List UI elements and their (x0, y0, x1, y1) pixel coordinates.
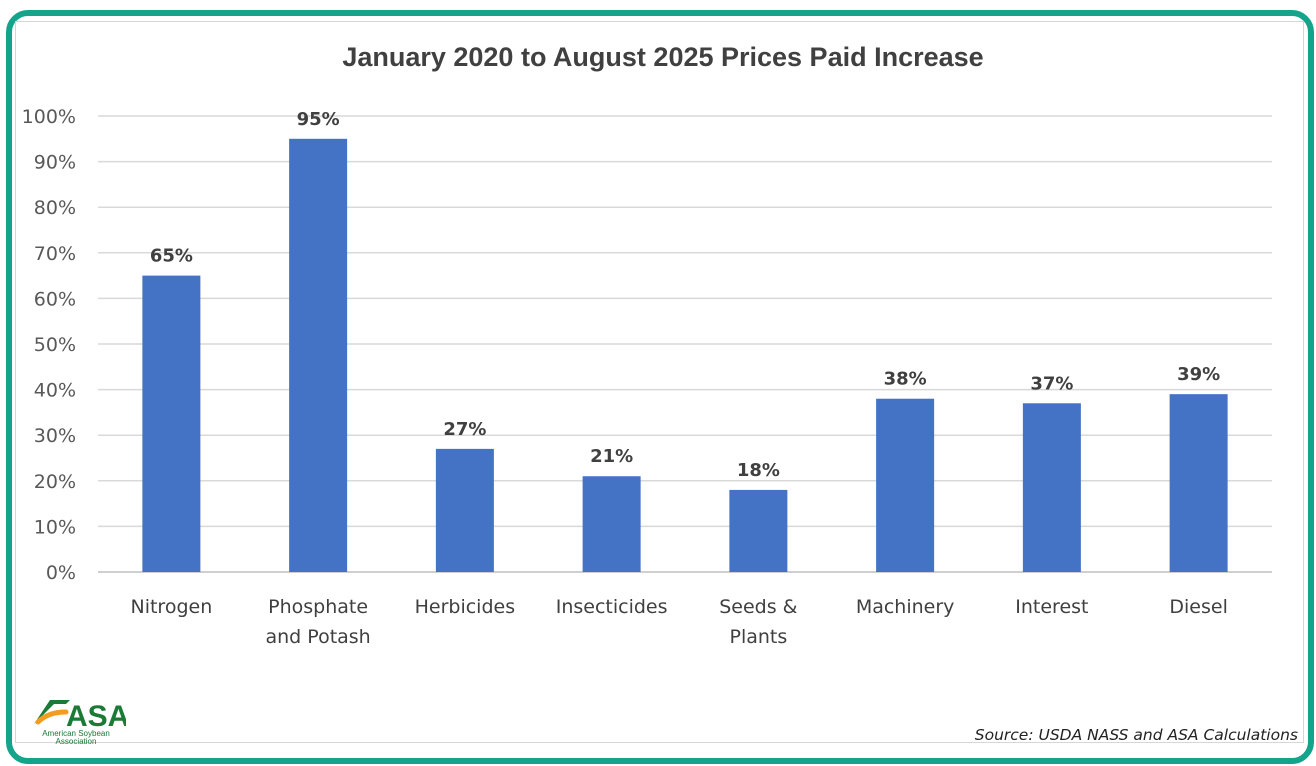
bar (142, 275, 201, 572)
x-tick-label: Machinery (856, 596, 955, 618)
bar (1022, 403, 1081, 572)
data-label: 65% (150, 246, 193, 267)
bar (289, 138, 348, 573)
bar (435, 448, 494, 572)
x-tick-label: Insecticides (556, 596, 668, 618)
y-tick-label: 40% (34, 380, 76, 402)
data-label: 18% (737, 460, 780, 481)
y-tick-label: 10% (34, 516, 76, 538)
x-tick-label: Diesel (1169, 596, 1227, 618)
svg-text:American Soybean: American Soybean (42, 729, 110, 738)
x-tick-label: Seeds & Plants (719, 596, 797, 648)
asa-logo: ASA American Soybean Association (26, 694, 126, 746)
x-tick-label: Nitrogen (130, 596, 212, 618)
bar (1169, 394, 1228, 572)
x-tick-label: Interest (1015, 596, 1088, 618)
y-tick-label: 60% (34, 288, 76, 310)
y-tick-label: 0% (46, 562, 76, 584)
y-tick-label: 20% (34, 471, 76, 493)
x-tick-label: Herbicides (415, 596, 516, 618)
bar (582, 476, 641, 572)
y-tick-label: 70% (34, 243, 76, 265)
bar (729, 489, 788, 572)
chart-panel (15, 21, 1304, 743)
data-label: 39% (1177, 364, 1220, 385)
svg-text:ASA: ASA (66, 700, 126, 733)
y-tick-label: 50% (34, 334, 76, 356)
y-tick-label: 100% (22, 106, 76, 128)
source-note: Source: USDA NASS and ASA Calculations (974, 726, 1298, 744)
bar (876, 398, 935, 572)
y-tick-label: 80% (34, 197, 76, 219)
data-label: 37% (1030, 373, 1073, 394)
data-label: 21% (590, 446, 633, 467)
data-label: 38% (884, 369, 927, 390)
data-label: 27% (443, 419, 486, 440)
chart-frame (6, 10, 1314, 764)
chart-title: January 2020 to August 2025 Prices Paid … (342, 42, 983, 72)
x-tick-label: Phosphate and Potash (266, 596, 371, 648)
data-label: 95% (297, 109, 340, 130)
y-tick-label: 30% (34, 425, 76, 447)
y-tick-label: 90% (34, 152, 76, 174)
svg-text:Association: Association (56, 737, 97, 746)
